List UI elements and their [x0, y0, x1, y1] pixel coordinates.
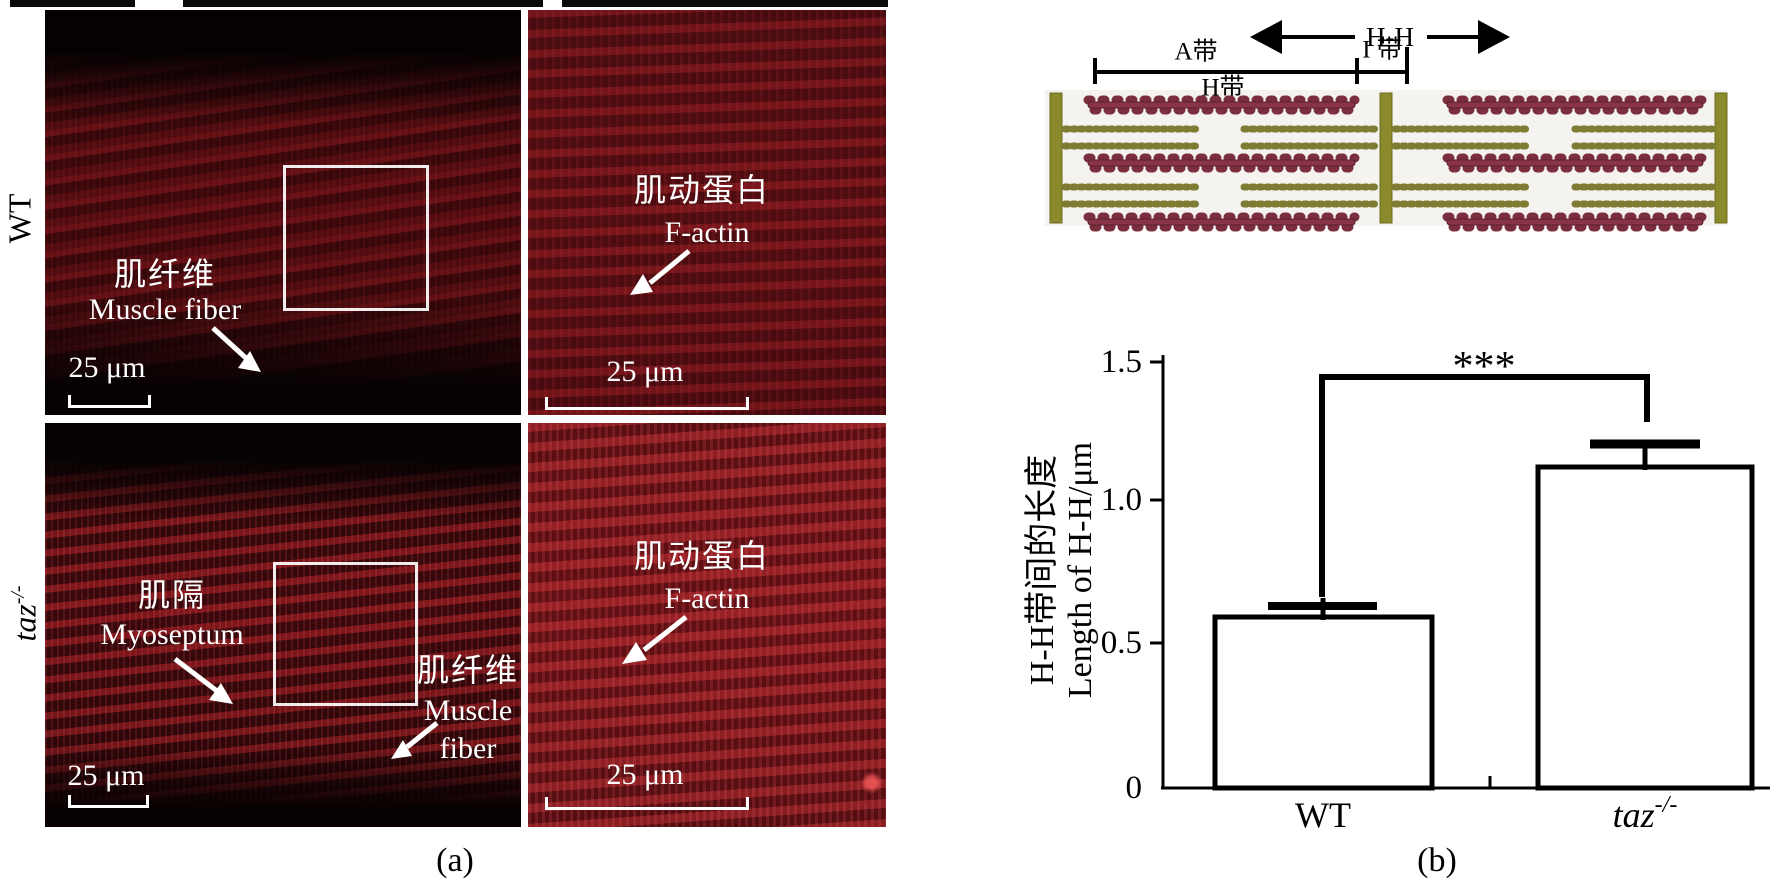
xlabel-taz-sup: -/- [1655, 792, 1678, 818]
ytick-0: 0 [1126, 770, 1143, 806]
actin-filaments [1061, 125, 1716, 208]
micrograph-wt-overview: 肌纤维 Muscle fiber 25 μm [45, 10, 521, 415]
scale-bar [68, 795, 149, 808]
error-bar-wt [1268, 598, 1377, 620]
ytick-0.5: 0.5 [1101, 625, 1142, 661]
annotation-muscle-fiber-zh: 肌纤维 [113, 256, 217, 292]
z-discs [1049, 92, 1728, 224]
ytick-1.0: 1.0 [1101, 482, 1142, 518]
arrow-down-left-icon [391, 721, 439, 759]
annotation-myoseptum-en: Myoseptum [100, 618, 244, 651]
scale-bar-label: 25 μm [606, 758, 684, 791]
annotation-muscle-fiber-zh: 肌纤维 [416, 652, 520, 688]
scale-bar [545, 397, 749, 410]
a-band-label: A带 [1174, 39, 1217, 66]
scale-bar-label: 25 μm [67, 759, 145, 792]
y-axis-title: H-H带间的长度 Length of H-H/μm [1024, 350, 1100, 790]
bar-chart: 1.5 1.0 0.5 0 *** WT taz-/- [1101, 344, 1770, 835]
annotation-factin-zh: 肌动蛋白 [633, 538, 771, 574]
arrow-down-left-icon [630, 249, 691, 295]
arrow-down-right-icon [173, 657, 233, 704]
y-axis-ticks [1150, 360, 1163, 645]
roi-box [273, 562, 418, 706]
micrograph-taz-factin: 肌动蛋白 F-actin 25 μm [528, 423, 886, 827]
xlabel-taz-base: taz [1613, 795, 1655, 835]
annotation-myoseptum-zh: 肌隔 [137, 577, 207, 613]
panel-b-caption: (b) [1417, 842, 1457, 879]
row-label-wt: WT [1, 193, 38, 244]
row-label-taz-base: taz [6, 604, 43, 642]
annotation-factin-en: F-actin [664, 582, 750, 615]
annotation-muscle-fiber-en: Muscle fiber [88, 293, 242, 326]
micrograph-wt-factin: 肌动蛋白 F-actin 25 μm [528, 10, 886, 415]
y-axis-title-en: Length of H-H/μm [1062, 441, 1099, 699]
significance-stars: *** [1453, 344, 1516, 390]
scale-bar [68, 395, 151, 408]
panel-a-caption: (a) [436, 842, 474, 879]
i-band-label: I 带 [1362, 37, 1402, 64]
sarcomere-diagram: H-H A带 I 带 H带 [1045, 20, 1728, 232]
annotation-factin-en: F-actin [664, 216, 750, 249]
crop-remnant-strip [562, 0, 888, 7]
bar-wt [1212, 614, 1435, 791]
annotation-factin-zh: 肌动蛋白 [633, 172, 771, 208]
error-bar-taz [1590, 439, 1700, 470]
crop-remnant-strip [10, 0, 135, 7]
crop-remnant-strip [183, 0, 543, 7]
h-band-label: H带 [1201, 75, 1244, 102]
significance-bracket [1319, 374, 1650, 597]
arrow-down-left-icon [622, 615, 688, 664]
y-axis-title-zh: H-H带间的长度 [1024, 454, 1061, 686]
xlabel-wt: WT [1295, 795, 1351, 835]
ytick-1.5: 1.5 [1101, 344, 1142, 380]
arrow-down-right-icon [211, 326, 261, 372]
annotation-muscle-fiber-en-1: Muscle [423, 694, 513, 727]
myosin-filaments [1083, 95, 1708, 232]
hh-span-arrow [1250, 20, 1510, 54]
roi-box [283, 165, 429, 311]
scale-bar-label: 25 μm [68, 351, 146, 384]
row-label-taz-sup: -/- [6, 585, 29, 605]
annotation-muscle-fiber-en-2: fiber [439, 732, 497, 765]
scale-bar [545, 797, 749, 810]
band-bracket [1093, 47, 1409, 84]
row-label-taz: taz-/- [7, 569, 44, 659]
scale-bar-label: 25 μm [606, 355, 684, 388]
micrograph-taz-overview: 肌隔 Myoseptum 肌纤维 Muscle fiber 25 μm [45, 423, 521, 827]
bar-taz [1535, 464, 1755, 791]
xlabel-taz: taz-/- [1613, 792, 1678, 835]
